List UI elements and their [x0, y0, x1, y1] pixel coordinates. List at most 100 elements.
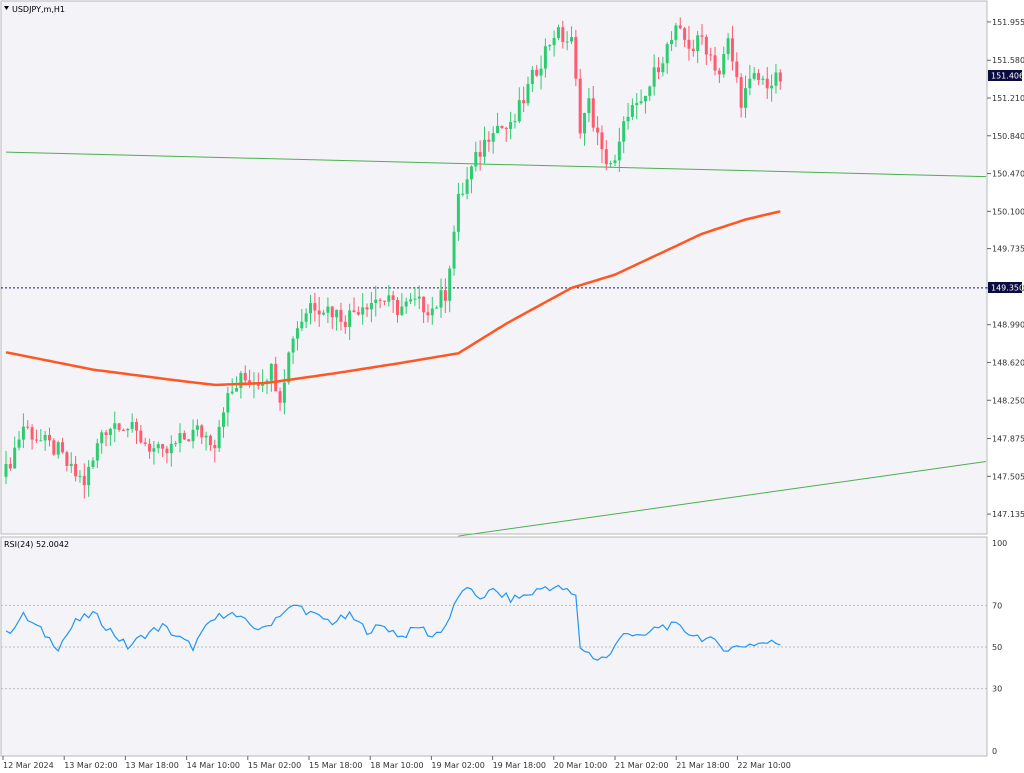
candle-body: [774, 72, 778, 86]
candle-body: [630, 105, 634, 117]
candle-body: [661, 63, 665, 73]
candle-body: [643, 95, 647, 102]
price-axis-label: 149.735: [992, 245, 1024, 254]
candle-body: [665, 44, 669, 64]
candle-body: [704, 36, 708, 55]
candle-body: [195, 425, 199, 430]
candle-body: [722, 54, 726, 75]
time-axis-label: 22 Mar 10:00: [737, 761, 790, 770]
candle-body: [356, 312, 360, 315]
time-axis-label: 15 Mar 02:00: [248, 761, 301, 770]
candle-body: [187, 439, 191, 442]
candle-body: [139, 430, 143, 443]
time-axis-label: 15 Mar 18:00: [309, 761, 362, 770]
candle-body: [304, 313, 308, 322]
candle-body: [522, 100, 526, 104]
time-axis-label: 12 Mar 2024: [3, 761, 54, 770]
candle-body: [317, 310, 321, 315]
candle-body: [95, 443, 99, 461]
current-price-value: 151.406: [991, 72, 1024, 81]
candle-body: [108, 428, 112, 436]
candle-body: [561, 27, 565, 42]
time-axis: 12 Mar 2024 13 Mar 02:00 13 Mar 18:00 14 Ma…: [2, 756, 791, 770]
candle-body: [100, 432, 104, 444]
candle-body: [217, 426, 221, 449]
candle-body: [717, 70, 721, 75]
candle-body: [530, 69, 534, 84]
candle-body: [413, 298, 417, 300]
candle-body: [191, 429, 195, 442]
rsi-axis-label: 0: [992, 747, 997, 756]
candle-body: [757, 73, 761, 80]
candle-body: [556, 27, 560, 38]
candle-body: [313, 303, 317, 311]
candle-body: [461, 193, 465, 195]
price-axis-label: 151.580: [992, 56, 1024, 65]
candle-body: [648, 86, 652, 96]
candle-body: [65, 452, 69, 466]
candle-body: [535, 69, 539, 76]
moving-average-line: [5, 210, 781, 387]
candle-body: [526, 83, 530, 104]
time-axis-label: 20 Mar 10:00: [554, 761, 607, 770]
price-axis-label: 147.875: [992, 435, 1024, 444]
candle-body: [417, 296, 421, 299]
candle-body: [230, 391, 234, 394]
rsi-axis-label: 100: [992, 539, 1007, 548]
candle-body: [74, 463, 78, 477]
candle-body: [287, 352, 291, 383]
candle-body: [409, 299, 413, 302]
candle-body: [52, 440, 56, 455]
time-axis-label: 13 Mar 18:00: [125, 761, 178, 770]
candle-body: [374, 299, 378, 303]
candle-body: [126, 428, 130, 431]
candle-body: [430, 308, 434, 316]
candle-body: [274, 363, 278, 392]
rsi-axis-label: 50: [992, 643, 1002, 652]
level-price-tag: 149.350: [988, 282, 1024, 293]
candle-body: [683, 28, 687, 40]
candle-body: [400, 306, 404, 315]
candle-body: [326, 306, 330, 313]
symbol-header[interactable]: USDJPY,m,H1: [4, 5, 65, 14]
rsi-axis-label: 70: [992, 601, 1002, 610]
candle-body: [148, 443, 152, 452]
candle-body: [235, 387, 239, 392]
candle-body: [91, 460, 95, 467]
price-axis-label: 148.990: [992, 321, 1024, 330]
candle-body: [278, 391, 282, 403]
candle-body: [552, 37, 556, 46]
candle-body: [352, 310, 356, 313]
candle-body: [752, 73, 756, 79]
rsi-layer: [5, 584, 781, 661]
candle-body: [204, 435, 208, 438]
candle-body: [165, 448, 169, 454]
candle-body: [469, 166, 473, 180]
candle-body: [256, 383, 260, 386]
candle-body: [674, 25, 678, 40]
candle-body: [543, 46, 547, 69]
candle-body: [382, 300, 386, 302]
candle-body: [387, 295, 391, 302]
candle-body: [657, 67, 660, 73]
candle-body: [378, 299, 382, 301]
candle-body: [678, 25, 682, 29]
symbol-title: USDJPY,m,H1: [12, 5, 65, 14]
dropdown-arrow-icon[interactable]: [4, 6, 9, 10]
candle-body: [113, 423, 117, 429]
rsi-title: RSI(24) 52.0042: [4, 540, 69, 549]
price-axis-label: 150.840: [992, 132, 1024, 141]
candle-body: [213, 445, 217, 449]
candle-body: [604, 149, 608, 165]
candle-body: [670, 39, 674, 45]
candle-body: [735, 61, 739, 78]
candle-body: [26, 426, 30, 428]
candle-body: [239, 372, 243, 388]
candle-body: [609, 163, 613, 165]
candle-body: [243, 372, 247, 381]
candle-body: [765, 78, 769, 89]
candle-body: [426, 312, 430, 316]
trendline: [458, 461, 987, 537]
candle-body: [78, 475, 82, 477]
